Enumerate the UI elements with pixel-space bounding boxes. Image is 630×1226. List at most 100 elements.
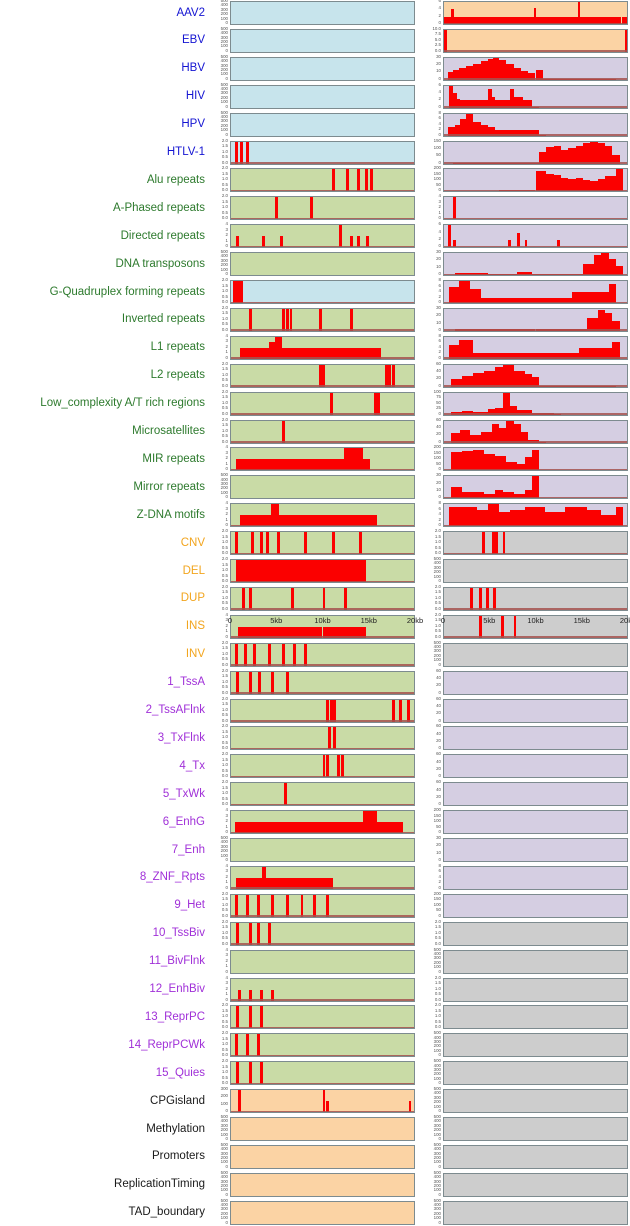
plot-area-left — [230, 978, 415, 1002]
plot-area-left — [230, 587, 415, 611]
data-bar — [286, 895, 289, 917]
y-tick: 0.5 — [435, 936, 441, 940]
y-tick: 300 — [221, 1087, 228, 1091]
plot-area-right — [443, 643, 628, 667]
data-bar — [605, 146, 612, 164]
y-tick: 0.0 — [435, 1025, 441, 1029]
y-tick: 2.0 — [435, 920, 441, 924]
x-tick-right: 15kb — [574, 616, 590, 625]
y-tick: 40 — [436, 732, 441, 736]
y-tick: 0.0 — [222, 551, 228, 555]
data-bar — [482, 532, 485, 554]
y-tick: 4 — [439, 875, 441, 879]
data-bar — [488, 504, 499, 526]
y-tick: 1.5 — [222, 144, 228, 148]
plot-area-right — [443, 726, 628, 750]
plot-area-left — [230, 1089, 415, 1113]
data-bar — [257, 895, 260, 917]
y-tick: 1.5 — [222, 730, 228, 734]
plot-area-left — [230, 196, 415, 220]
data-bar — [271, 895, 274, 917]
x-tick-right: 20kb — [620, 616, 630, 625]
y-tick: 0 — [439, 970, 441, 974]
y-tick: 1.5 — [222, 702, 228, 706]
data-bar — [290, 560, 297, 582]
data-bar — [236, 672, 239, 694]
y-tick: 1.5 — [222, 646, 228, 650]
plot-area-left — [230, 392, 415, 416]
y-tick: 0.0 — [222, 328, 228, 332]
data-bar — [339, 225, 342, 247]
data-bar — [271, 672, 274, 694]
plot-area-right — [443, 866, 628, 890]
x-tick-left: 15kb — [361, 616, 377, 625]
data-bar — [344, 588, 347, 610]
y-tick: 1.0 — [222, 289, 228, 293]
data-bar — [546, 174, 553, 192]
y-tick: 2.0 — [222, 557, 228, 561]
data-bar — [323, 365, 326, 387]
data-bar — [246, 895, 249, 917]
plot-area-left — [230, 699, 415, 723]
y-tick: 0 — [439, 244, 441, 248]
data-bar — [451, 452, 462, 471]
y-tick: 200 — [434, 808, 441, 812]
baseline — [444, 78, 627, 80]
x-tick-left: 5kb — [270, 616, 282, 625]
data-bar — [346, 169, 349, 191]
data-bar — [590, 142, 597, 163]
baseline — [444, 385, 627, 387]
y-tick: 1.5 — [222, 786, 228, 790]
y-tick: 75 — [436, 395, 441, 399]
data-bar — [459, 340, 466, 359]
y-tick: 0.0 — [435, 635, 441, 639]
y-tick: 0.5 — [222, 406, 228, 410]
plot-area-right — [443, 447, 628, 471]
data-bar — [236, 560, 256, 582]
y-tick: 6 — [439, 222, 441, 226]
data-bar — [625, 30, 628, 52]
y-tick: 0 — [226, 49, 228, 53]
y-tick: 4 — [439, 6, 441, 10]
baseline — [444, 636, 627, 638]
y-tick: 150 — [434, 897, 441, 901]
data-bar — [616, 169, 623, 191]
y-tick: 2.0 — [435, 1003, 441, 1007]
plot-area-right — [443, 1005, 628, 1029]
baseline — [231, 218, 414, 220]
plot-area-left — [230, 447, 415, 471]
data-bar — [576, 146, 583, 164]
y-tick: 50 — [436, 825, 441, 829]
data-bar — [304, 532, 307, 554]
data-bar — [554, 146, 561, 164]
y-tick: 1.0 — [222, 568, 228, 572]
row-label-a-phased-repeats: A-Phased repeats — [0, 203, 205, 215]
y-tick: 0 — [439, 77, 441, 81]
